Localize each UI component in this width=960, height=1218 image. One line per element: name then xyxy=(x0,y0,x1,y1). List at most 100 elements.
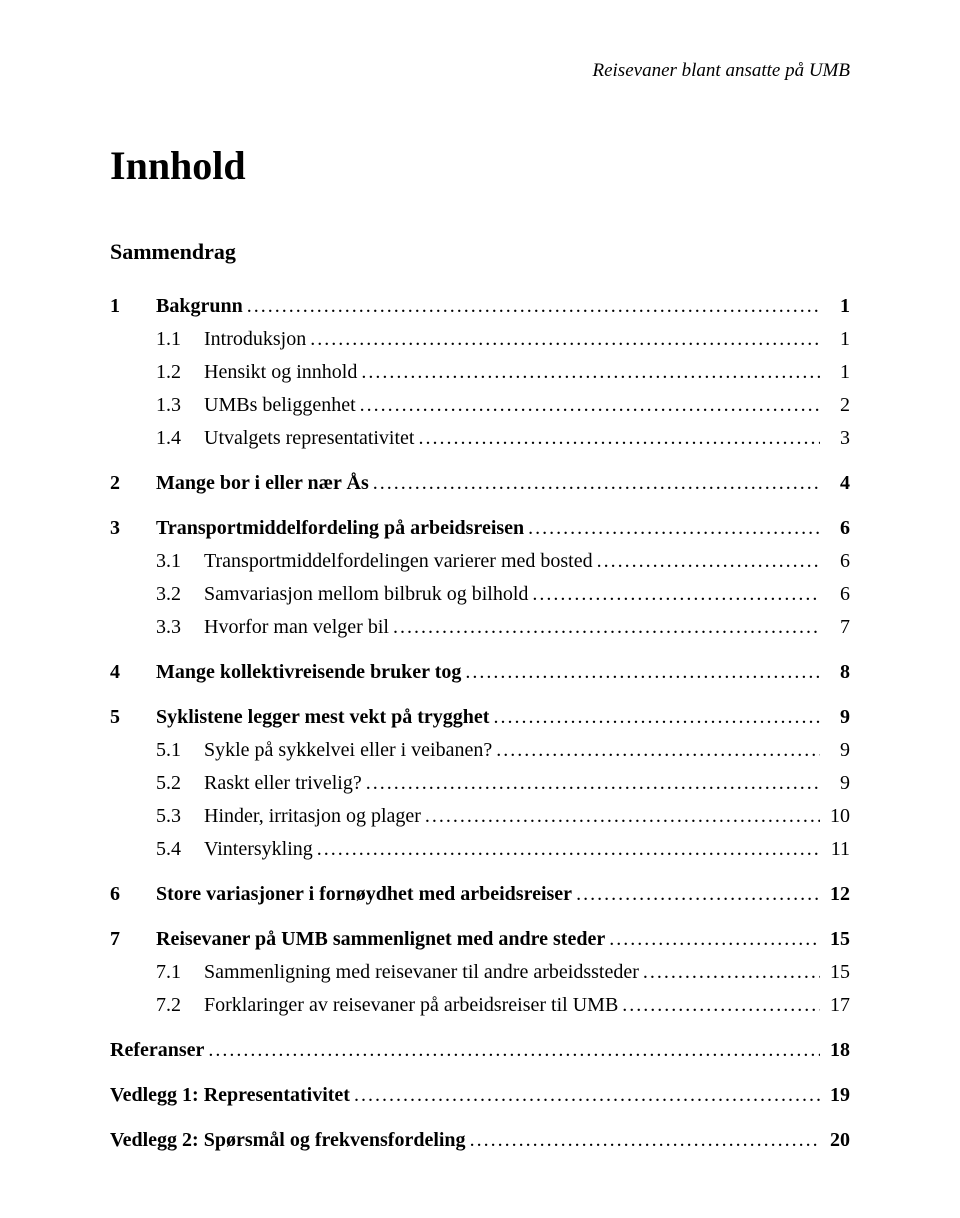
toc-leader-dots xyxy=(354,1080,820,1111)
toc-entry-number: 1 xyxy=(110,291,156,322)
toc-entry-label: Syklistene legger mest vekt på trygghet xyxy=(156,702,489,733)
toc-leader-dots xyxy=(247,291,820,322)
toc-entry-page: 20 xyxy=(824,1125,850,1156)
toc-entry-number: 7 xyxy=(110,924,156,955)
toc-entry-number: 5.3 xyxy=(156,801,204,832)
toc-entry-label: Transportmiddelfordeling på arbeidsreise… xyxy=(156,513,524,544)
toc-entry-label: Vintersykling xyxy=(204,834,313,865)
running-header: Reisevaner blant ansatte på UMB xyxy=(110,60,850,82)
toc-entry-number: 3.1 xyxy=(156,546,204,577)
toc-entry: 7.2Forklaringer av reisevaner på arbeids… xyxy=(110,990,850,1021)
sammendrag-heading: Sammendrag xyxy=(110,239,850,265)
toc-entry-page: 9 xyxy=(824,702,850,733)
toc-entry-page: 6 xyxy=(824,513,850,544)
toc-entry-label: Hvorfor man velger bil xyxy=(204,612,389,643)
toc-leader-dots xyxy=(493,702,820,733)
toc-entry-number: 5.1 xyxy=(156,735,204,766)
toc-entry-page: 15 xyxy=(824,924,850,955)
toc-entry: 5.1Sykle på sykkelvei eller i veibanen? 9 xyxy=(110,735,850,766)
toc-entry-label: Hinder, irritasjon og plager xyxy=(204,801,421,832)
toc-entry-label: Store variasjoner i fornøydhet med arbei… xyxy=(156,879,572,910)
toc-entry: 7.1Sammenligning med reisevaner til andr… xyxy=(110,957,850,988)
toc-entry-page: 17 xyxy=(824,990,850,1021)
toc-leader-dots xyxy=(373,468,820,499)
toc-entry-page: 18 xyxy=(824,1035,850,1066)
toc-entry: Referanser 18 xyxy=(110,1035,850,1066)
toc-entry-number: 1.4 xyxy=(156,423,204,454)
toc-entry-label: Hensikt og innhold xyxy=(204,357,357,388)
toc-entry-label: Vedlegg 2: Spørsmål og frekvensfordeling xyxy=(110,1125,466,1156)
toc-entry-page: 2 xyxy=(824,390,850,421)
toc-entry-page: 1 xyxy=(824,357,850,388)
toc-entry: 5Syklistene legger mest vekt på trygghet… xyxy=(110,702,850,733)
toc-leader-dots xyxy=(393,612,820,643)
toc-entry: 3.3Hvorfor man velger bil7 xyxy=(110,612,850,643)
toc-entry: 3Transportmiddelfordeling på arbeidsreis… xyxy=(110,513,850,544)
toc-entry: 5.3Hinder, irritasjon og plager10 xyxy=(110,801,850,832)
toc-entry-label: Referanser xyxy=(110,1035,204,1066)
toc-entry-label: Transportmiddelfordelingen varierer med … xyxy=(204,546,593,577)
toc-entry-number: 5.2 xyxy=(156,768,204,799)
toc-entry-page: 6 xyxy=(824,579,850,610)
toc-entry-page: 15 xyxy=(824,957,850,988)
toc-entry-label: Reisevaner på UMB sammenlignet med andre… xyxy=(156,924,605,955)
toc-entry-number: 2 xyxy=(110,468,156,499)
toc-entry-page: 3 xyxy=(824,423,850,454)
toc-leader-dots xyxy=(470,1125,820,1156)
toc-entry-number: 7.2 xyxy=(156,990,204,1021)
toc-leader-dots xyxy=(597,546,820,577)
toc-entry-number: 5 xyxy=(110,702,156,733)
toc-leader-dots xyxy=(208,1035,820,1066)
toc-entry: 4Mange kollektivreisende bruker tog8 xyxy=(110,657,850,688)
toc-leader-dots xyxy=(643,957,820,988)
toc-leader-dots xyxy=(465,657,820,688)
toc-entry-page: 8 xyxy=(824,657,850,688)
toc-leader-dots xyxy=(496,735,820,766)
toc-entry: 1.2Hensikt og innhold 1 xyxy=(110,357,850,388)
toc-entry-number: 1.3 xyxy=(156,390,204,421)
toc-entry: 1.1Introduksjon1 xyxy=(110,324,850,355)
toc-entry-label: UMBs beliggenhet xyxy=(204,390,356,421)
toc-entry-page: 19 xyxy=(824,1080,850,1111)
toc-entry-label: Samvariasjon mellom bilbruk og bilhold xyxy=(204,579,528,610)
document-title: Innhold xyxy=(110,142,850,189)
toc-entry-number: 1.2 xyxy=(156,357,204,388)
toc-entry-label: Introduksjon xyxy=(204,324,306,355)
toc-leader-dots xyxy=(310,324,820,355)
toc-entry-page: 7 xyxy=(824,612,850,643)
toc-entry: 7Reisevaner på UMB sammenlignet med andr… xyxy=(110,924,850,955)
toc-entry-label: Mange bor i eller nær Ås xyxy=(156,468,369,499)
toc-leader-dots xyxy=(360,390,820,421)
toc-leader-dots xyxy=(425,801,820,832)
toc-leader-dots xyxy=(366,768,820,799)
toc-entry: Vedlegg 2: Spørsmål og frekvensfordeling… xyxy=(110,1125,850,1156)
toc-entry-number: 3 xyxy=(110,513,156,544)
table-of-contents: 1Bakgrunn11.1Introduksjon11.2Hensikt og … xyxy=(110,291,850,1156)
toc-entry-label: Sykle på sykkelvei eller i veibanen? xyxy=(204,735,492,766)
toc-entry: 5.4Vintersykling 11 xyxy=(110,834,850,865)
toc-entry: 2Mange bor i eller nær Ås 4 xyxy=(110,468,850,499)
toc-entry-label: Sammenligning med reisevaner til andre a… xyxy=(204,957,639,988)
toc-entry-label: Bakgrunn xyxy=(156,291,243,322)
toc-entry-label: Utvalgets representativitet xyxy=(204,423,414,454)
toc-entry-page: 12 xyxy=(824,879,850,910)
toc-entry: 5.2Raskt eller trivelig?9 xyxy=(110,768,850,799)
toc-entry: 6Store variasjoner i fornøydhet med arbe… xyxy=(110,879,850,910)
toc-entry: 3.1Transportmiddelfordelingen varierer m… xyxy=(110,546,850,577)
toc-leader-dots xyxy=(418,423,820,454)
toc-entry: 1Bakgrunn1 xyxy=(110,291,850,322)
toc-entry: Vedlegg 1: Representativitet 19 xyxy=(110,1080,850,1111)
toc-entry-number: 4 xyxy=(110,657,156,688)
toc-entry-page: 9 xyxy=(824,735,850,766)
toc-entry: 1.4Utvalgets representativitet 3 xyxy=(110,423,850,454)
toc-entry-label: Forklaringer av reisevaner på arbeidsrei… xyxy=(204,990,618,1021)
toc-entry-number: 5.4 xyxy=(156,834,204,865)
toc-leader-dots xyxy=(528,513,820,544)
toc-entry-label: Vedlegg 1: Representativitet xyxy=(110,1080,350,1111)
toc-entry-page: 1 xyxy=(824,291,850,322)
toc-entry-page: 4 xyxy=(824,468,850,499)
toc-entry-page: 11 xyxy=(824,834,850,865)
toc-entry-page: 1 xyxy=(824,324,850,355)
toc-leader-dots xyxy=(361,357,820,388)
toc-entry: 3.2Samvariasjon mellom bilbruk og bilhol… xyxy=(110,579,850,610)
